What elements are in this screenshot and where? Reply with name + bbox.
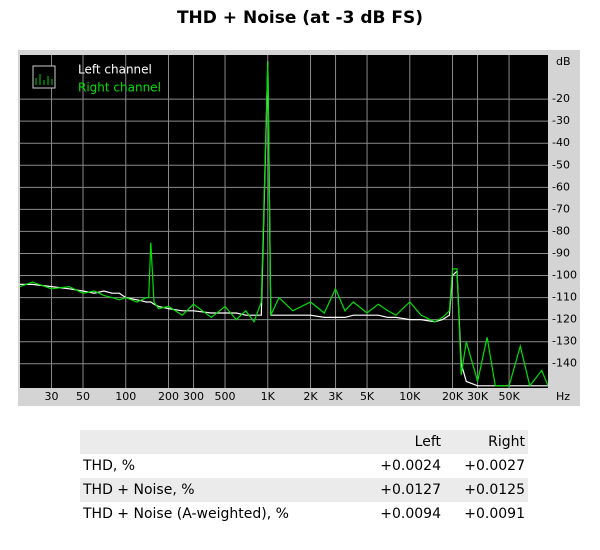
- x-unit: Hz: [556, 390, 570, 403]
- cell: +0.0094: [380, 506, 441, 522]
- table-row: THD + Noise, % +0.0127 +0.0125: [80, 478, 528, 502]
- cell: +0.0024: [380, 458, 441, 474]
- x-tick-label: 300: [183, 390, 204, 403]
- y-tick-label: -20: [552, 92, 570, 105]
- y-tick-label: -70: [552, 202, 570, 215]
- legend: [32, 65, 56, 89]
- cell: +0.0091: [464, 506, 525, 522]
- cell: +0.0127: [380, 482, 441, 498]
- y-tick-label: -110: [552, 291, 577, 304]
- y-tick-label: -80: [552, 224, 570, 237]
- table-header: Left Right: [80, 430, 528, 454]
- chart-title: THD + Noise (at -3 dB FS): [177, 8, 423, 28]
- x-tick-label: 10K: [399, 390, 421, 403]
- header-cell: Left: [414, 434, 441, 450]
- legend-icon: [32, 65, 56, 89]
- y-tick-label: -120: [552, 313, 577, 326]
- row-label: THD + Noise, %: [83, 482, 195, 498]
- legend-label: Left channel: [78, 63, 152, 77]
- x-tick-label: 2K: [303, 390, 318, 403]
- x-tick-label: 3K: [328, 390, 343, 403]
- x-tick-label: 500: [215, 390, 236, 403]
- y-unit: dB: [556, 55, 571, 68]
- y-tick-label: -50: [552, 158, 570, 171]
- legend-icon-bars: [35, 74, 53, 85]
- header-cell: Right: [488, 434, 525, 450]
- plot-area: [20, 55, 548, 388]
- y-tick-label: -100: [552, 269, 577, 282]
- y-tick-label: -140: [552, 357, 577, 370]
- y-tick-label: -60: [552, 180, 570, 193]
- x-tick-label: 1K: [261, 390, 276, 403]
- cell: +0.0027: [464, 458, 525, 474]
- x-tick-label: 30: [45, 390, 59, 403]
- y-tick-label: -90: [552, 246, 570, 259]
- chart: THD + Noise (at -3 dB FS) dB Hz 30 50 100 2…: [18, 8, 580, 406]
- x-tick-label: 30K: [467, 390, 489, 403]
- x-tick-label: 200: [158, 390, 179, 403]
- row-label: THD, %: [83, 458, 136, 474]
- x-tick-label: 20K: [442, 390, 464, 403]
- row-label: THD + Noise (A-weighted), %: [83, 506, 289, 522]
- cell: +0.0125: [464, 482, 525, 498]
- table-row: THD, % +0.0024 +0.0027: [80, 454, 528, 478]
- table-row: THD + Noise (A-weighted), % +0.0094 +0.009…: [80, 502, 528, 526]
- x-tick-label: 100: [115, 390, 136, 403]
- legend-label: Right channel: [78, 81, 161, 95]
- series-line: [20, 61, 548, 388]
- y-tick-label: -130: [552, 335, 577, 348]
- x-tick-label: 50K: [498, 390, 520, 403]
- lines: [20, 61, 548, 388]
- results-table: Left Right THD, % +0.0024 +0.0027 THD + Noi…: [80, 430, 528, 526]
- y-tick-label: -40: [552, 136, 570, 149]
- y-tick-label: -30: [552, 114, 570, 127]
- x-tick-label: 50: [76, 390, 90, 403]
- x-tick-label: 5K: [360, 390, 375, 403]
